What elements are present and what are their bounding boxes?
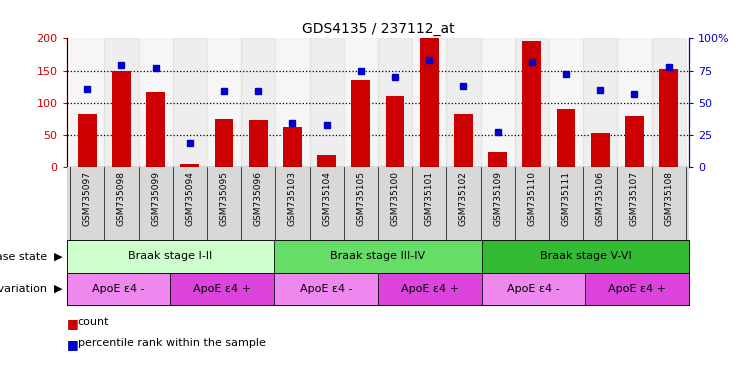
Text: GSM735109: GSM735109	[493, 171, 502, 226]
Text: ■: ■	[67, 338, 79, 351]
Bar	[454, 114, 473, 167]
Bar	[180, 164, 199, 167]
FancyBboxPatch shape	[482, 240, 689, 273]
Bar	[351, 80, 370, 167]
Text: Braak stage III-IV: Braak stage III-IV	[330, 251, 425, 262]
Text: GSM735102: GSM735102	[459, 171, 468, 225]
Bar	[522, 41, 541, 167]
FancyBboxPatch shape	[274, 240, 482, 273]
Title: GDS4135 / 237112_at: GDS4135 / 237112_at	[302, 22, 454, 36]
Bar	[515, 38, 549, 167]
Bar	[241, 38, 276, 167]
Bar	[385, 96, 405, 167]
Text: GSM735107: GSM735107	[630, 171, 639, 226]
Text: GSM735098: GSM735098	[117, 171, 126, 226]
Text: ApoE ε4 +: ApoE ε4 +	[401, 284, 459, 294]
Text: Braak stage I-II: Braak stage I-II	[128, 251, 213, 262]
Text: GSM735096: GSM735096	[253, 171, 263, 226]
Text: GSM735108: GSM735108	[664, 171, 673, 226]
Bar	[112, 71, 131, 167]
Text: count: count	[78, 317, 110, 327]
FancyBboxPatch shape	[67, 273, 170, 305]
Bar	[583, 38, 617, 167]
Text: GSM735101: GSM735101	[425, 171, 433, 226]
Text: ApoE ε4 -: ApoE ε4 -	[92, 284, 145, 294]
Text: genotype/variation  ▶: genotype/variation ▶	[0, 284, 63, 294]
FancyBboxPatch shape	[170, 273, 274, 305]
Text: GSM735105: GSM735105	[356, 171, 365, 226]
Bar	[139, 38, 173, 167]
FancyBboxPatch shape	[482, 273, 585, 305]
Text: GSM735095: GSM735095	[219, 171, 228, 226]
Text: Braak stage V-VI: Braak stage V-VI	[539, 251, 631, 262]
Text: GSM735100: GSM735100	[391, 171, 399, 226]
Bar	[344, 38, 378, 167]
Bar	[412, 38, 446, 167]
Text: ApoE ε4 +: ApoE ε4 +	[608, 284, 666, 294]
Bar	[207, 38, 241, 167]
Bar	[249, 120, 268, 167]
FancyBboxPatch shape	[274, 273, 378, 305]
Text: disease state  ▶: disease state ▶	[0, 251, 63, 262]
Bar	[446, 38, 480, 167]
Bar	[78, 114, 96, 167]
FancyBboxPatch shape	[67, 240, 274, 273]
Bar	[617, 38, 651, 167]
Bar	[378, 38, 412, 167]
Bar	[556, 109, 576, 167]
Bar	[215, 119, 233, 167]
Text: percentile rank within the sample: percentile rank within the sample	[78, 338, 266, 348]
Text: GSM735094: GSM735094	[185, 171, 194, 225]
Text: GSM735103: GSM735103	[288, 171, 297, 226]
Bar	[317, 156, 336, 167]
Text: GSM735097: GSM735097	[83, 171, 92, 226]
Bar	[310, 38, 344, 167]
Text: GSM735099: GSM735099	[151, 171, 160, 226]
Text: GSM735111: GSM735111	[562, 171, 571, 226]
Text: GSM735106: GSM735106	[596, 171, 605, 226]
Bar	[276, 38, 310, 167]
Text: ApoE ε4 -: ApoE ε4 -	[299, 284, 353, 294]
Text: ApoE ε4 +: ApoE ε4 +	[193, 284, 251, 294]
Bar	[70, 38, 104, 167]
Bar	[591, 133, 610, 167]
Text: GSM735104: GSM735104	[322, 171, 331, 225]
Bar	[488, 152, 507, 167]
Bar	[173, 38, 207, 167]
Bar	[625, 116, 644, 167]
Bar	[549, 38, 583, 167]
Bar	[104, 38, 139, 167]
FancyBboxPatch shape	[585, 273, 689, 305]
Text: GSM735110: GSM735110	[528, 171, 536, 226]
Bar	[480, 38, 515, 167]
Bar	[283, 127, 302, 167]
Bar	[651, 38, 685, 167]
Text: ApoE ε4 -: ApoE ε4 -	[507, 284, 560, 294]
Bar	[659, 69, 678, 167]
FancyBboxPatch shape	[378, 273, 482, 305]
Bar	[420, 38, 439, 167]
Bar	[146, 93, 165, 167]
Text: ■: ■	[67, 317, 79, 330]
